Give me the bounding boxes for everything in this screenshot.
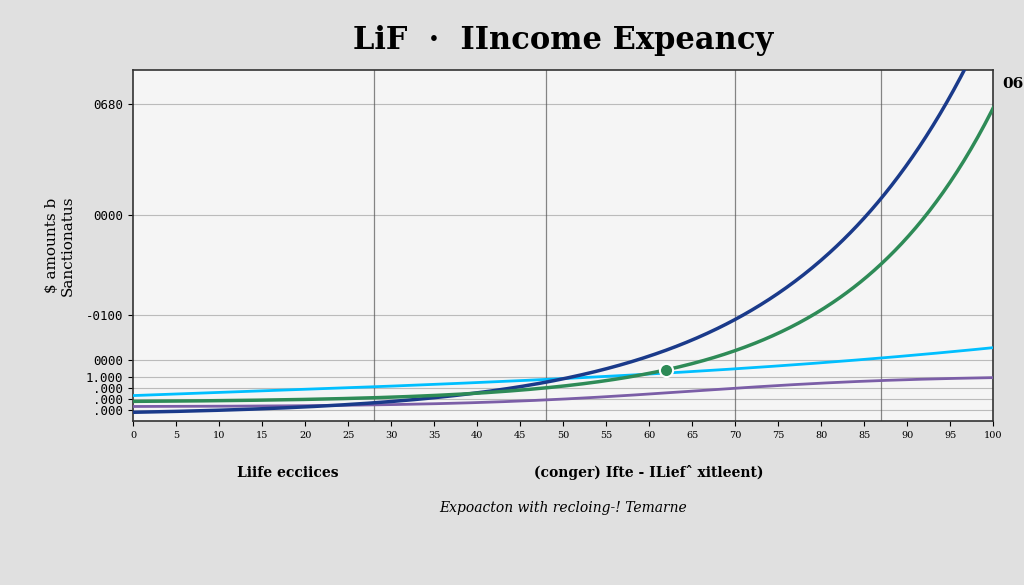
Text: Expoacton with recloing-! Temarne: Expoacton with recloing-! Temarne bbox=[439, 501, 687, 515]
Title: LiF  ·  IIncome Expeancy: LiF · IIncome Expeancy bbox=[353, 25, 773, 56]
Text: (conger) Ifte ‑ ILiefˆ xitleent): (conger) Ifte ‑ ILiefˆ xitleent) bbox=[535, 465, 764, 480]
Text: 06: 06 bbox=[1001, 77, 1023, 91]
Point bbox=[658, 365, 675, 374]
Y-axis label: $ amounts b
Sanctionatus: $ amounts b Sanctionatus bbox=[45, 195, 75, 296]
Text: Liife ecciices: Liife ecciices bbox=[238, 466, 339, 480]
